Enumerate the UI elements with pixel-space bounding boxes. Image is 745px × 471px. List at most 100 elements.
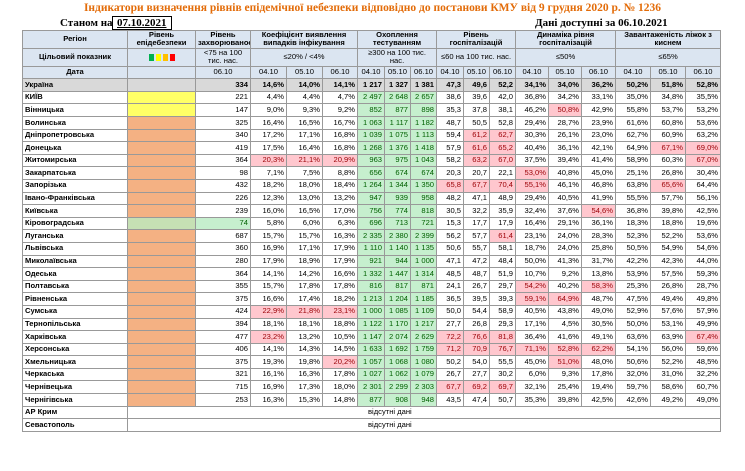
region-name: Волинська bbox=[22, 116, 128, 130]
target-value: ≤20% / <4% bbox=[249, 47, 359, 67]
value-cell: 55,8% bbox=[615, 103, 652, 117]
value-cell: 34,2% bbox=[548, 90, 583, 105]
value-cell: 42,9% bbox=[581, 103, 617, 117]
value-cell: 37,5% bbox=[515, 153, 550, 168]
no-data-row: Севастополь відсутні дані bbox=[22, 418, 722, 432]
value-cell: 62,7 bbox=[489, 128, 517, 143]
date-label: Дата bbox=[22, 65, 128, 80]
value-cell: 15,3 bbox=[436, 216, 465, 231]
value-cell: 816 bbox=[357, 279, 386, 294]
value-cell: 1 027 bbox=[357, 367, 386, 382]
region-name: Одеська bbox=[22, 267, 128, 281]
value-cell: 67,7 bbox=[436, 380, 465, 395]
value-cell: 58,9 bbox=[489, 304, 517, 319]
value-cell: 59,4 bbox=[436, 128, 465, 143]
value-cell: 24,0% bbox=[548, 241, 583, 256]
value-cell: 34,8% bbox=[650, 90, 687, 105]
value-cell: 7,5% bbox=[286, 166, 323, 180]
value-cell: 1 182 bbox=[410, 116, 438, 130]
value-cell: 40,2% bbox=[548, 279, 583, 294]
date: 06.10 bbox=[410, 65, 438, 80]
value-cell: 871 bbox=[410, 279, 438, 294]
value-cell: 1 000 bbox=[357, 304, 386, 319]
value-cell: 34,0% bbox=[548, 78, 583, 92]
value-cell: 50,6% bbox=[615, 355, 652, 369]
column-header: Рівень захворюваності bbox=[195, 30, 251, 49]
value-cell: 947 bbox=[357, 191, 386, 206]
value-cell: 36,8% bbox=[615, 204, 652, 218]
region-name: Хмельницька bbox=[22, 355, 128, 369]
value-cell: 60,3% bbox=[650, 153, 687, 168]
value-cell: 54,0 bbox=[463, 355, 491, 369]
value-cell: 24,1 bbox=[436, 279, 465, 294]
value-cell: 54,6% bbox=[581, 204, 617, 218]
value-cell: 59,3% bbox=[685, 267, 722, 281]
value-cell: 39,6 bbox=[463, 90, 491, 105]
value-cell: 16,6% bbox=[250, 292, 287, 306]
value-cell: 29,4% bbox=[515, 116, 550, 130]
value-cell: 36,1% bbox=[581, 216, 617, 231]
date: 04.10 bbox=[250, 65, 287, 80]
value-cell: 16,8% bbox=[321, 141, 359, 155]
no-data-row: АР Крим відсутні дані bbox=[22, 405, 722, 420]
value-cell: 944 bbox=[384, 254, 412, 269]
value-cell: 12,3% bbox=[250, 191, 287, 206]
value-cell: 16,3% bbox=[286, 367, 323, 382]
value-cell: 53,6% bbox=[685, 116, 722, 130]
value-cell: 5,8% bbox=[250, 216, 287, 231]
value-cell: 375 bbox=[195, 355, 251, 369]
value-cell: 17,5% bbox=[250, 141, 287, 155]
value-cell: 52,3% bbox=[615, 229, 652, 243]
value-cell: 17,8% bbox=[321, 367, 359, 382]
value-cell: 14,6% bbox=[250, 78, 287, 92]
value-cell: 958 bbox=[410, 191, 438, 206]
value-cell: 49,8% bbox=[685, 292, 722, 306]
value-cell: 48,0% bbox=[581, 355, 617, 369]
value-cell: 2 629 bbox=[410, 330, 438, 344]
region-row: Харківська 477 23,2% 13,2% 10,5% 1 147 2 074 2 … bbox=[22, 330, 722, 344]
value-cell: 53,1% bbox=[650, 317, 687, 332]
value-cell: 35,5% bbox=[685, 90, 722, 105]
date: 04.10 bbox=[357, 65, 386, 80]
region-row: Закарпатська 98 7,1% 7,5% 8,8% 656 674 674 20,3 2… bbox=[22, 166, 722, 180]
value-cell: 14,2% bbox=[286, 267, 323, 281]
value-cell: 46,8% bbox=[581, 178, 617, 193]
value-cell: 47,1 bbox=[436, 254, 465, 269]
value-cell: 14,0% bbox=[286, 78, 323, 92]
value-cell: 16,9% bbox=[250, 241, 287, 256]
value-cell: 67,4% bbox=[685, 330, 722, 344]
region-row: Рівненська 375 16,6% 17,4% 18,2% 1 213 1 204 1 … bbox=[22, 292, 722, 306]
value-cell: 975 bbox=[384, 153, 412, 168]
value-cell: 48,7 bbox=[463, 267, 491, 281]
value-cell: 10,5% bbox=[321, 330, 359, 344]
value-cell: 16,4% bbox=[515, 216, 550, 231]
value-cell: 15,7% bbox=[286, 229, 323, 243]
value-cell: 25,1% bbox=[615, 166, 652, 180]
value-cell: 7,1% bbox=[250, 166, 287, 180]
value-cell: 17,0% bbox=[321, 204, 359, 218]
level-cell bbox=[127, 116, 196, 130]
value-cell: 321 bbox=[195, 367, 251, 382]
value-cell: 59,7% bbox=[615, 380, 652, 395]
value-cell: 16,3% bbox=[250, 393, 287, 407]
value-cell: 29,4% bbox=[515, 191, 550, 206]
value-cell: 61,6 bbox=[463, 141, 491, 155]
value-cell: 67,0 bbox=[489, 153, 517, 168]
region-row: Волинська 325 16,4% 16,5% 16,7% 1 063 1 117 1 1… bbox=[22, 116, 722, 130]
value-cell: 6,0% bbox=[286, 216, 323, 231]
value-cell: 35,3 bbox=[436, 103, 465, 117]
value-cell: 17,8% bbox=[581, 367, 617, 382]
region-row: КИЇВ 221 4,4% 4,4% 4,7% 2 497 2 648 2 657 38,6 39… bbox=[22, 90, 722, 105]
value-cell: 19,6% bbox=[685, 216, 722, 231]
region-row: Хмельницька 375 19,3% 19,8% 20,2% 1 057 1 068 1… bbox=[22, 355, 722, 369]
date: 04.10 bbox=[515, 65, 550, 80]
value-cell: 656 bbox=[357, 166, 386, 180]
value-cell: 54,1% bbox=[615, 342, 652, 357]
value-cell: 39,4% bbox=[548, 153, 583, 168]
column-header: Коефіцієнт виявлення випадків інфікуванн… bbox=[249, 30, 359, 49]
data-note: Дані доступні за 06.10.2021 bbox=[535, 17, 668, 29]
value-cell: 17,4% bbox=[286, 292, 323, 306]
region-name: Львівська bbox=[22, 241, 128, 256]
no-data: відсутні дані bbox=[126, 405, 722, 420]
value-cell: 1 068 bbox=[384, 355, 412, 369]
